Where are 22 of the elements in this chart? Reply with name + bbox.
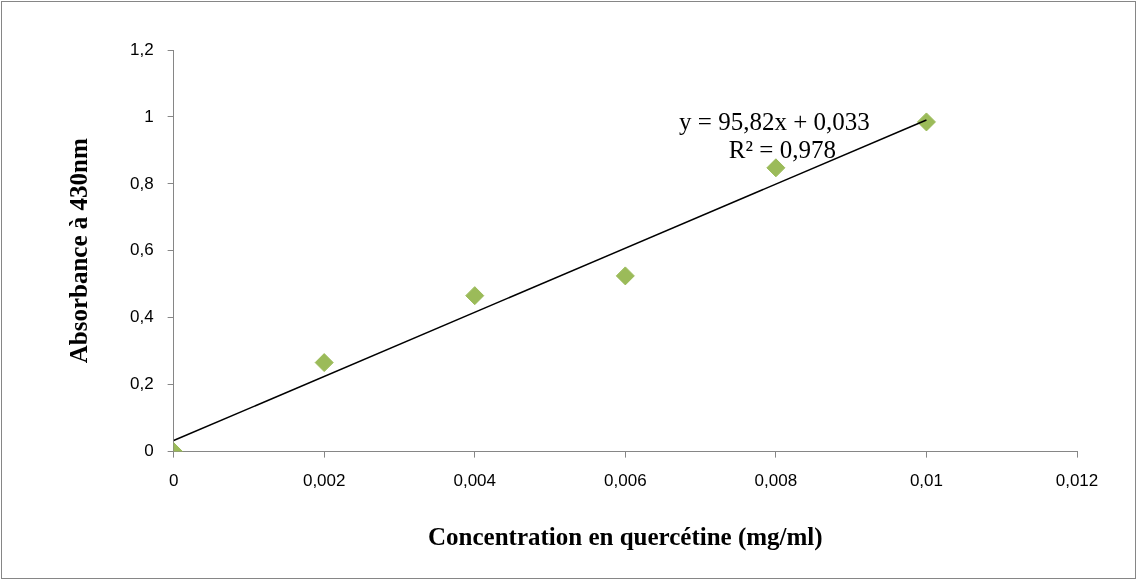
point (465, 286, 485, 306)
x-axis-title: Concentration en quercétine (mg/ml) (428, 523, 823, 552)
y-tick-label: 0,4 (129, 307, 154, 327)
y-tick-label: 0,2 (129, 374, 154, 394)
x-tick-label: 0,008 (754, 471, 798, 491)
x-tick-label: 0,012 (1055, 471, 1099, 491)
y-tick-label: 1,2 (129, 39, 154, 59)
x-tick-label: 0,01 (909, 471, 943, 491)
annotation: y = 95,82x + 0,033 (679, 108, 870, 135)
x-tick-label: 0,004 (453, 471, 497, 491)
y-tick-label: 0 (144, 441, 154, 461)
x-tick-label: 0,006 (604, 471, 647, 491)
annotation: R² = 0,978 (728, 136, 836, 163)
point (916, 112, 936, 132)
x-tick-label: 0,002 (302, 471, 346, 491)
x-tick-label: 0 (168, 471, 179, 491)
y-tick-label: 0,8 (129, 173, 154, 193)
y-tick-label: 1 (144, 106, 154, 126)
y-tick-label: 0,6 (129, 240, 154, 260)
y-axis-title: Absorbance à 430nm (65, 138, 93, 364)
point (615, 266, 635, 286)
point (314, 353, 334, 373)
